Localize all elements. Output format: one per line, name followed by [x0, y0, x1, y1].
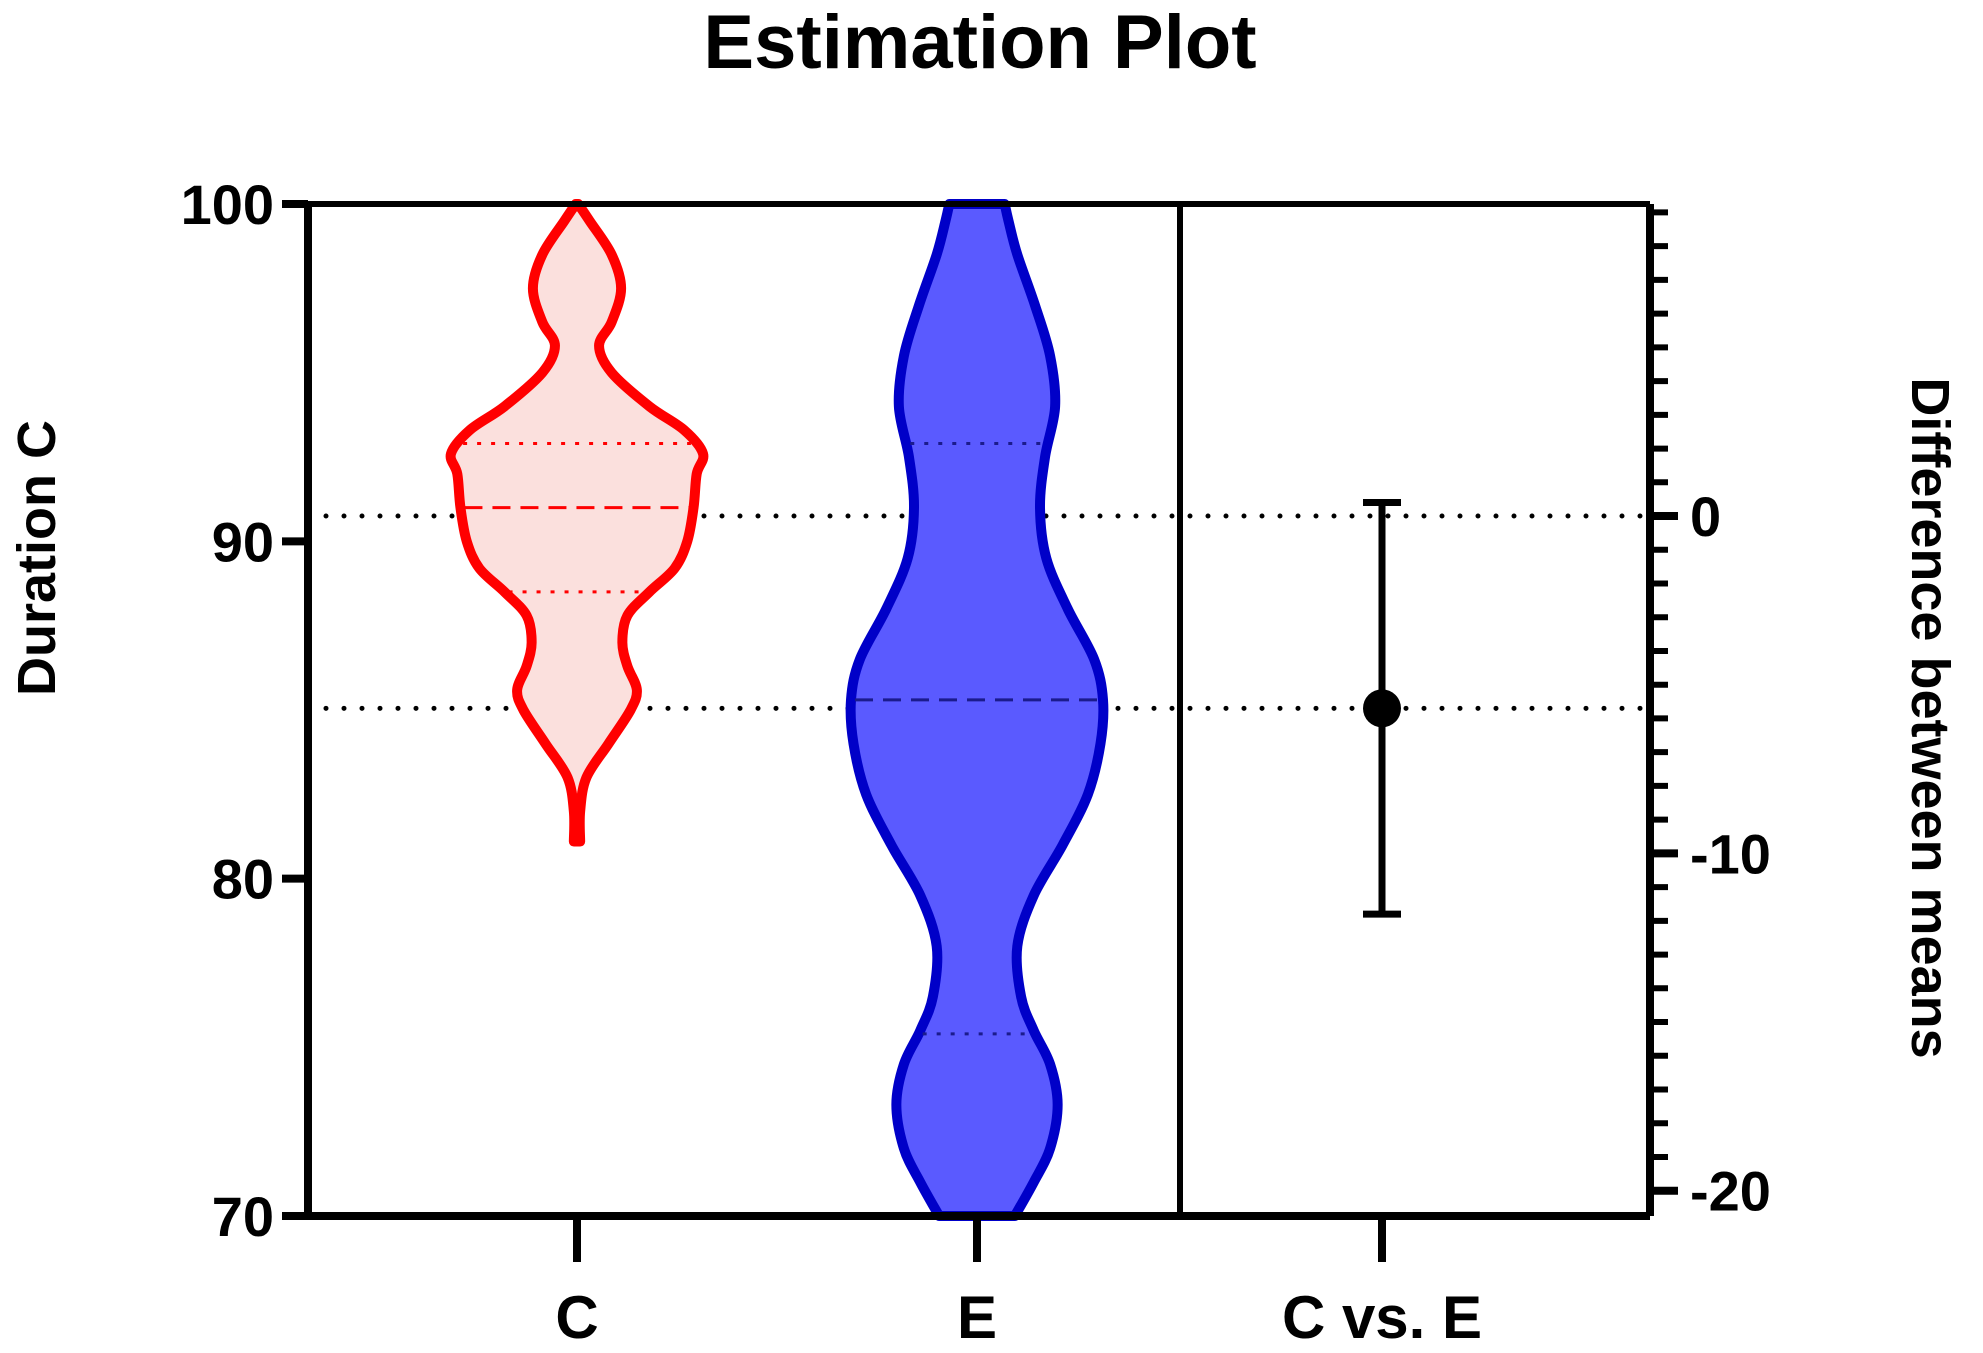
- x-tick-label: C: [555, 1284, 598, 1351]
- y-tick-label-right: 0: [1690, 485, 1721, 548]
- axes: 70 80 90 100 -20 -10 0 C E C vs. E: [181, 173, 1771, 1351]
- y-tick-label-left: 90: [212, 510, 274, 573]
- x-tick-label: C vs. E: [1282, 1284, 1482, 1351]
- y-axis-label-right: Difference between means: [1900, 377, 1960, 1058]
- violin-C: [445, 199, 709, 847]
- mean-difference-estimate: [1363, 499, 1401, 918]
- y-tick-label-right: -10: [1690, 822, 1771, 885]
- chart-title: Estimation Plot: [703, 0, 1256, 85]
- mean-difference-point: [1363, 689, 1401, 728]
- y-tick-label-left: 80: [212, 848, 274, 911]
- y-axis-label-left: Duration C: [7, 420, 67, 696]
- violin-E: [845, 199, 1109, 1221]
- y-tick-label-left: 70: [212, 1185, 274, 1248]
- x-tick-label: E: [957, 1284, 997, 1351]
- reference-lines: [305, 513, 1653, 711]
- y-tick-label-left: 100: [181, 173, 274, 236]
- y-tick-label-right: -20: [1690, 1160, 1771, 1223]
